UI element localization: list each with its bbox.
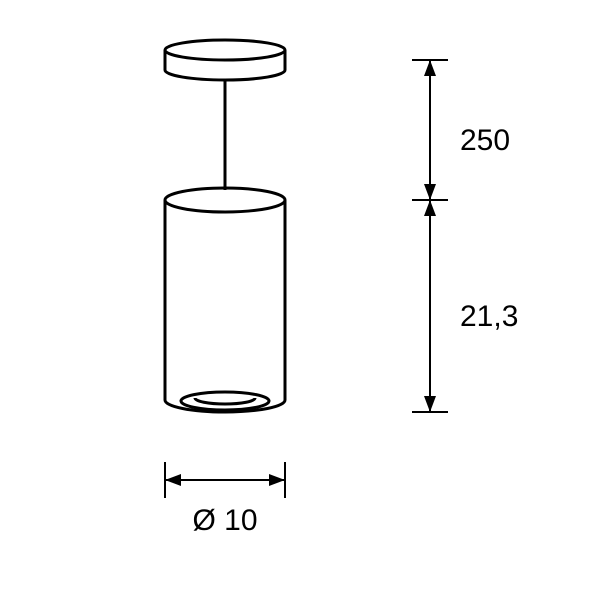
dimension-diameter: Ø 10 xyxy=(165,462,285,537)
ceiling-canopy xyxy=(165,40,285,80)
dim-dia-arrow-left xyxy=(165,474,181,486)
cylinder-lens-arc xyxy=(195,398,255,404)
dimension-cable-length: 250 xyxy=(412,60,510,200)
dim-cable-arrow-bottom xyxy=(424,184,436,200)
canopy-top-ellipse xyxy=(165,40,285,60)
dim-body-label: 21,3 xyxy=(460,300,518,333)
canopy-bottom-arc xyxy=(165,70,285,80)
dim-cable-arrow-top xyxy=(424,60,436,76)
dimension-body-height: 21,3 xyxy=(412,200,518,412)
cylinder-inner-ring xyxy=(181,392,269,410)
dim-body-arrow-top xyxy=(424,200,436,216)
lamp-cylinder xyxy=(165,188,285,412)
dim-dia-arrow-right xyxy=(269,474,285,486)
dim-dia-label: Ø 10 xyxy=(192,504,257,537)
pendant-lamp-dimension-drawing: 250 21,3 Ø 10 xyxy=(0,0,600,600)
cylinder-top-ellipse xyxy=(165,188,285,212)
dim-body-arrow-bottom xyxy=(424,396,436,412)
dim-cable-label: 250 xyxy=(460,124,510,157)
